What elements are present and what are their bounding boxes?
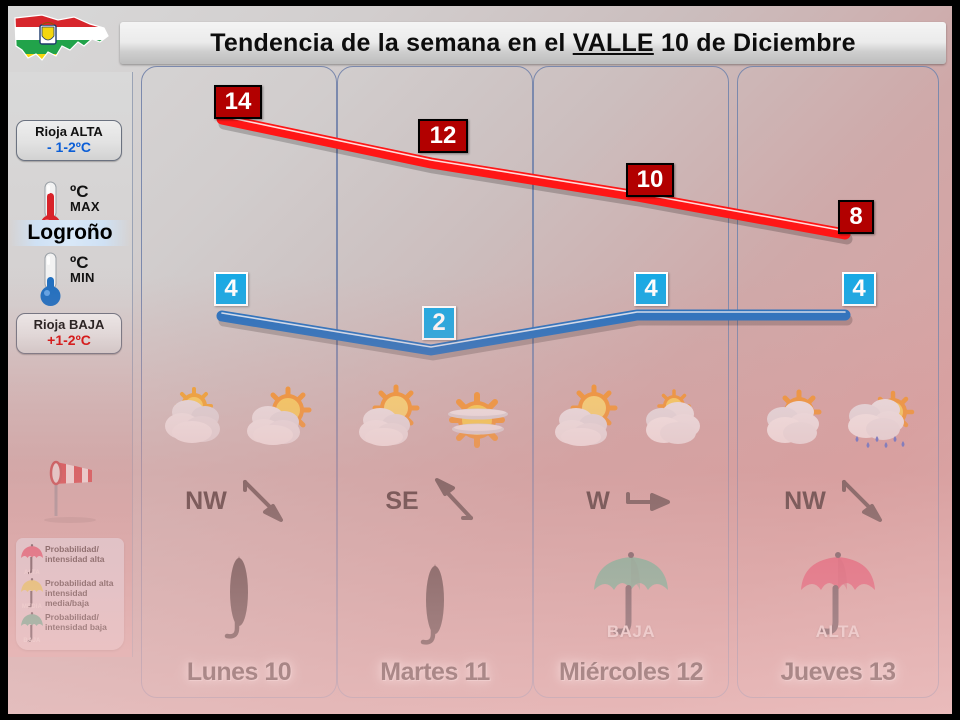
min-temp-label-jueves: 4 [842,272,876,306]
title-highlight: VALLE [572,28,654,57]
day-label-lunes: Lunes 10 [186,658,292,686]
weather-icons-lunes [141,382,337,458]
unit-min-degrees: ºC [70,253,89,272]
arrow-down-right-icon [235,476,293,526]
legend-item: MEDIA Probabilidad alta intensidad media… [19,576,121,610]
arrow-up-right-icon [427,476,485,526]
umbrella-row-martes [337,548,533,648]
rioja-baja-value: +1-2ºC [47,332,91,348]
legend-text-baja: Probabilidad/ intensidad baja [45,612,107,632]
wind-direction-miercoles: W [586,486,610,515]
day-panel-martes[interactable] [337,66,533,698]
day-label-miercoles: Miércoles 12 [558,658,704,686]
unit-max: ºC MAX [70,182,100,214]
rioja-baja-label: Rioja BAJA [33,317,105,332]
unit-min: ºC MIN [70,253,95,285]
wind-direction-jueves: NW [784,486,826,515]
page-title: Tendencia de la semana en el VALLE 10 de… [120,22,946,64]
legend-text-alta: Probabilidad/ intensidad alta [45,544,105,564]
cloudy-icon [634,384,712,456]
legend-item: ALTA Probabilidad/ intensidad alta [19,542,121,576]
city-label: Logroño [10,220,130,246]
arrow-down-right-icon [834,476,892,526]
day-panel-miercoles[interactable] [533,66,729,698]
max-temp-label-martes: 12 [418,119,468,153]
umbrella-row-lunes [141,548,337,648]
sun-behind-cloud-icon [354,384,432,456]
day-panel-lunes[interactable] [141,66,337,698]
wind-direction-lunes: NW [185,486,227,515]
title-suffix: 10 de Diciembre [653,28,856,57]
wind-row-miercoles: W [533,476,729,526]
cloudy-sun-icon [757,384,835,456]
min-temp-label-lunes: 4 [214,272,248,306]
rain-cloud-sun-icon [841,384,919,456]
legend-cap-alta: ALTA [24,570,40,576]
sun-behind-cloud-icon [550,384,628,456]
windsock-icon [30,454,110,526]
la-rioja-map-flag-logo [12,12,112,70]
day-label-martes: Martes 11 [380,658,490,686]
max-temp-label-jueves: 8 [838,200,874,234]
legend-item: BAJA Probabilidad/ intensidad baja [19,610,121,644]
umbrella-open-icon: ALTA [795,548,881,646]
rioja-alta-chip: Rioja ALTA - 1-2ºC [16,120,122,161]
forecast-canvas: Tendencia de la semana en el VALLE 10 de… [8,6,952,714]
umbrella-open-icon: BAJA [588,548,674,646]
wind-row-lunes: NW [141,476,337,526]
rioja-alta-label: Rioja ALTA [35,124,103,139]
weather-icons-jueves [737,382,939,458]
title-prefix: Tendencia de la semana en el [210,28,573,57]
umbrella-media-icon: MEDIA [19,576,45,610]
rioja-alta-value: - 1-2ºC [46,139,91,155]
legend-cap-media: MEDIA [21,604,43,610]
wind-row-jueves: NW [737,476,939,526]
coat-of-arms-icon [39,22,57,45]
legend-cap-baja: BAJA [23,638,41,644]
min-temp-label-martes: 2 [422,306,456,340]
unit-max-minmax: MAX [70,199,100,214]
umbrella-closed-icon [196,548,282,646]
rioja-baja-chip: Rioja BAJA +1-2ºC [16,313,122,354]
max-temp-label-miercoles: 10 [626,163,674,197]
umbrella-row-jueves: ALTA [737,548,939,648]
umbrella-label-jueves: ALTA [815,622,861,641]
legend-text-media: Probabilidad alta intensidad media/baja [45,578,114,608]
unit-min-minmax: MIN [70,270,95,285]
sun-haze-icon [438,384,516,456]
sidebar: Rioja ALTA - 1-2ºC ºC MAX Logroño [8,72,133,657]
raindrops [855,436,905,448]
arrow-right-icon [618,476,676,526]
wind-row-martes: SE [337,476,533,526]
umbrella-row-miercoles: BAJA [533,548,729,648]
umbrella-baja-icon: BAJA [19,610,45,644]
thermometer-min-icon [34,251,68,311]
day-panel-jueves[interactable] [737,66,939,698]
sun-behind-cloud-icon [242,384,320,456]
unit-max-degrees: ºC [70,182,89,201]
weather-icons-martes [337,382,533,458]
umbrella-label-miercoles: BAJA [606,622,656,641]
weather-icons-miercoles [533,382,729,458]
umbrella-closed-icon [392,548,478,646]
rain-probability-legend: ALTA Probabilidad/ intensidad alta MEDIA… [16,538,124,650]
day-label-jueves: Jueves 13 [780,658,896,686]
wind-direction-martes: SE [385,486,419,515]
umbrella-alta-icon: ALTA [19,542,45,576]
min-temp-label-miercoles: 4 [634,272,668,306]
cloudy-sun-icon [158,384,236,456]
max-temp-label-lunes: 14 [214,85,262,119]
